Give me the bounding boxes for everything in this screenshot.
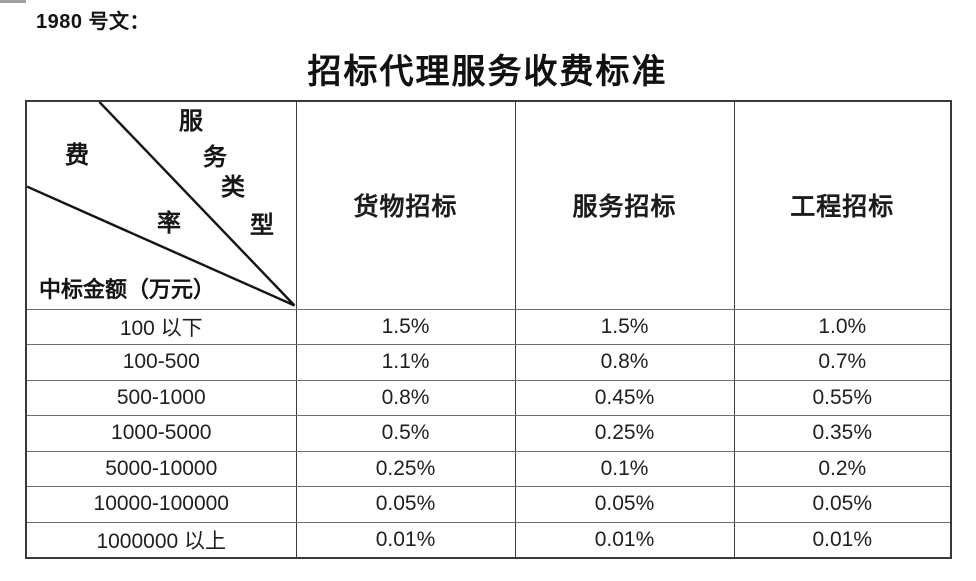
diagonal-divider-icon [27, 102, 295, 307]
rate-cell: 0.05% [514, 486, 735, 523]
rate-cell: 1.0% [733, 308, 952, 345]
amount-range-cell: 1000-5000 [25, 415, 297, 452]
rate-cell: 1.5% [514, 308, 735, 345]
table-row: 500-1000 0.8% 0.45% 0.55% [25, 379, 952, 416]
rate-cell: 0.35% [733, 415, 952, 452]
rate-cell: 0.05% [733, 486, 952, 523]
table-row: 100 以下 1.5% 1.5% 1.0% [25, 308, 952, 345]
rate-cell: 1.1% [295, 344, 516, 381]
rate-cell: 1.5% [295, 308, 516, 345]
rate-cell: 0.5% [295, 415, 516, 452]
corner-rate-char: 率 [157, 211, 181, 237]
scan-artifact [0, 0, 26, 3]
rate-cell: 0.1% [514, 450, 735, 487]
column-header-services: 服务招标 [514, 100, 735, 310]
corner-cell: 服 务 类 型 费 率 中标金额（万元） [25, 100, 297, 310]
corner-service-type-char: 型 [250, 213, 274, 239]
table-row: 100-500 1.1% 0.8% 0.7% [25, 344, 952, 381]
corner-service-type-char: 服 [179, 109, 203, 135]
corner-service-type-char: 类 [221, 175, 245, 201]
rate-cell: 0.7% [733, 344, 952, 381]
doc-ref: 1980 号文： [36, 11, 151, 33]
amount-axis-label: 中标金额（万元） [39, 277, 216, 303]
table-row: 10000-100000 0.05% 0.05% 0.05% [25, 486, 952, 523]
amount-range-cell: 1000000 以上 [25, 521, 297, 558]
rate-cell: 0.01% [514, 521, 735, 558]
rate-cell: 0.8% [514, 344, 735, 381]
rate-cell: 0.05% [295, 486, 516, 523]
rate-cell: 0.25% [514, 415, 735, 452]
column-header-works: 工程招标 [733, 100, 952, 310]
table-row: 1000000 以上 0.01% 0.01% 0.01% [25, 521, 952, 558]
corner-rate-char: 费 [65, 143, 89, 169]
rate-cell: 0.01% [733, 521, 952, 558]
rate-cell: 0.45% [514, 379, 735, 416]
table-row: 1000-5000 0.5% 0.25% 0.35% [25, 415, 952, 452]
amount-range-cell: 10000-100000 [25, 486, 297, 523]
rate-cell: 0.01% [295, 521, 516, 558]
corner-service-type-char: 务 [203, 145, 227, 171]
amount-range-cell: 5000-10000 [25, 450, 297, 487]
fee-table: 服 务 类 型 费 率 中标金额（万元） 货物招标 服务招标 工程招标 100 … [25, 100, 952, 559]
table-row: 5000-10000 0.25% 0.1% 0.2% [25, 450, 952, 487]
amount-range-cell: 100 以下 [25, 308, 297, 345]
page-title: 招标代理服务收费标准 [307, 54, 668, 91]
rate-cell: 0.2% [733, 450, 952, 487]
table-header-row: 服 务 类 型 费 率 中标金额（万元） 货物招标 服务招标 工程招标 [25, 100, 952, 310]
amount-range-cell: 100-500 [25, 344, 297, 381]
amount-range-cell: 500-1000 [25, 379, 297, 416]
rate-cell: 0.8% [295, 379, 516, 416]
rate-cell: 0.55% [733, 379, 952, 416]
rate-cell: 0.25% [295, 450, 516, 487]
column-header-goods: 货物招标 [295, 100, 516, 310]
